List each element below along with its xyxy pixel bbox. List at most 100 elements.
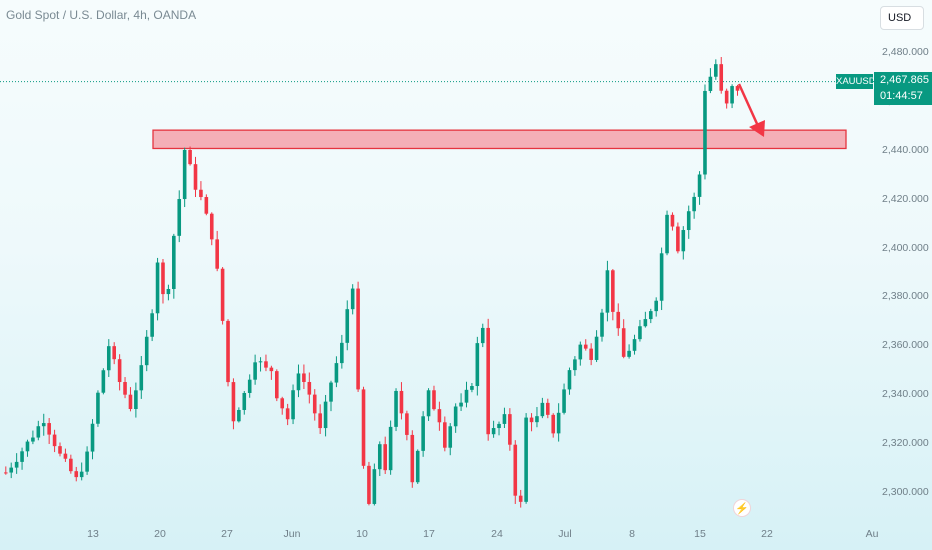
currency-button[interactable]: USD	[880, 6, 924, 30]
candle	[367, 461, 371, 506]
candle	[551, 413, 556, 438]
candle	[69, 454, 73, 474]
resistance-zone	[152, 129, 847, 150]
candle	[47, 418, 51, 444]
candle	[627, 344, 631, 359]
candle	[242, 391, 247, 415]
candle	[90, 419, 95, 460]
candle	[112, 342, 116, 365]
candle-body	[52, 434, 57, 447]
candle-body	[708, 76, 713, 91]
candle-body	[692, 196, 696, 212]
candle	[237, 407, 241, 423]
candle-body	[323, 401, 328, 429]
candle	[513, 440, 518, 504]
y-tick-label: 2,360.000	[882, 339, 929, 352]
candle	[350, 284, 355, 315]
candle	[708, 68, 713, 94]
candle-body	[621, 328, 626, 357]
lightning-icon[interactable]: ⚡	[733, 499, 751, 517]
candle-body	[63, 453, 68, 459]
candle	[611, 269, 615, 321]
candle	[204, 194, 209, 216]
candle-body	[242, 392, 247, 410]
candle	[497, 421, 501, 436]
candle	[638, 319, 642, 342]
candle	[177, 190, 182, 243]
candle	[546, 398, 550, 419]
candle	[621, 319, 626, 359]
candle-body	[47, 423, 51, 435]
candle	[9, 462, 14, 479]
candle	[79, 462, 84, 481]
candle-body	[204, 197, 209, 214]
candle-body	[199, 189, 203, 198]
candle	[31, 430, 35, 445]
candle	[443, 416, 447, 452]
candle-body	[459, 402, 463, 407]
candle	[318, 404, 322, 434]
candle-body	[334, 363, 339, 383]
candle	[123, 377, 127, 399]
candle-body	[421, 416, 425, 451]
candle	[437, 401, 442, 431]
candle-body	[372, 469, 377, 504]
candle-body	[188, 150, 192, 165]
candle	[85, 446, 89, 475]
candle	[573, 356, 577, 376]
candle	[161, 259, 165, 304]
candle	[394, 388, 398, 432]
candle-body	[182, 150, 187, 200]
candle	[372, 463, 377, 506]
candle-body	[106, 346, 111, 371]
x-tick-label: Jul	[558, 528, 572, 540]
candle-body	[611, 270, 615, 312]
candle-body	[318, 413, 322, 429]
candle	[648, 308, 653, 324]
candle	[334, 356, 339, 388]
candle	[448, 423, 453, 456]
candle	[659, 247, 664, 311]
candle-body	[340, 342, 344, 364]
candle	[600, 308, 604, 342]
candle	[535, 407, 539, 428]
candle-body	[464, 389, 469, 403]
candle-body	[567, 370, 572, 390]
candle-body	[632, 339, 637, 351]
candle	[480, 323, 485, 348]
candle-body	[128, 394, 133, 410]
candle	[58, 442, 62, 457]
candle-body	[529, 417, 534, 423]
candle-body	[41, 423, 46, 427]
x-tick-label: 24	[491, 528, 503, 540]
candle-body	[497, 423, 501, 429]
candle	[155, 257, 160, 321]
candle	[421, 411, 425, 457]
candle-body	[562, 389, 566, 413]
candle-body	[356, 288, 360, 390]
candle-body	[470, 386, 474, 390]
candle	[594, 330, 599, 363]
candle	[388, 420, 393, 475]
candle	[41, 413, 46, 436]
candle-body	[247, 379, 252, 393]
candle-body	[410, 434, 415, 483]
candle	[643, 311, 648, 328]
candle-body	[177, 199, 182, 236]
candle	[215, 230, 219, 272]
candle	[128, 387, 133, 412]
candle-body	[85, 451, 89, 472]
candle-body	[480, 327, 485, 344]
candle	[735, 84, 740, 96]
symbol-tag: XAUUSD	[836, 74, 876, 89]
candle-body	[486, 327, 490, 435]
current-price-label: 2,467.865	[880, 74, 929, 86]
candle	[291, 384, 295, 425]
projection-arrow-line	[737, 83, 760, 127]
candle-body	[616, 311, 621, 329]
candle-body	[648, 311, 653, 320]
candle	[172, 233, 176, 299]
bar-countdown: 01:44:57	[880, 90, 923, 102]
